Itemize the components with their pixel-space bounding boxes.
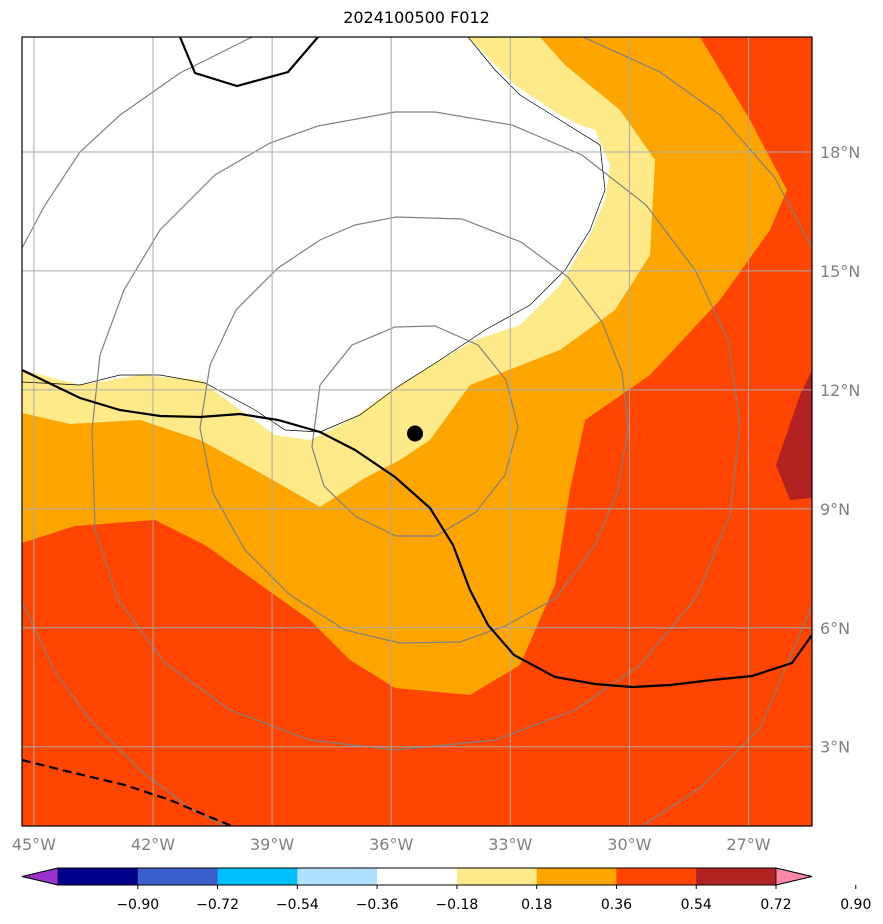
range-ring-4: [22, 37, 253, 249]
longitude-label: 27°W: [726, 835, 770, 854]
colorbar-tick-label: 0.72: [760, 897, 791, 913]
colorbar-segment: [696, 868, 777, 885]
colorbar-tick-label: −0.72: [196, 897, 239, 913]
fill-region-dark-red: [776, 370, 812, 500]
colorbar-segment: [137, 868, 219, 885]
thick-contour-top: [178, 37, 319, 88]
map-title: 2024100500 F012: [343, 8, 490, 27]
colorbar-extend-low: [21, 867, 59, 886]
colorbar-tick-label: −0.54: [276, 897, 319, 913]
thin-contour-line: [22, 37, 606, 433]
colorbar-tick-label: −0.90: [116, 897, 159, 913]
range-ring-1: [311, 325, 519, 537]
range-ring-3: [91, 111, 741, 751]
latitude-label: 9°N: [820, 500, 850, 519]
range-ring-2: [199, 216, 629, 644]
colorbar-segment: [58, 868, 139, 885]
latitude-label: 6°N: [820, 619, 850, 638]
latitude-label: 15°N: [820, 262, 860, 281]
range-ring-5: [582, 37, 812, 249]
latitude-label: 12°N: [820, 381, 860, 400]
colorbar-tick-label: −0.36: [356, 897, 399, 913]
dashed-contour: [22, 758, 233, 826]
colorbar-extend-high: [775, 867, 813, 886]
colorbar-tick-label: 0.36: [601, 897, 632, 913]
map-plot-area: [22, 37, 812, 826]
colorbar-segment: [297, 868, 378, 885]
latitude-labels: 3°N 6°N 9°N 12°N 15°N 18°N: [820, 143, 860, 757]
colorbar-segment: [217, 868, 298, 885]
colorbar: −0.90 −0.72 −0.54 −0.36 −0.18 0.18 0.36 0.54 0.7…: [21, 867, 871, 913]
colorbar-segment: [456, 868, 538, 885]
longitude-labels: 45°W 42°W 39°W 36°W 33°W 30°W 27°W: [12, 835, 771, 854]
longitude-label: 36°W: [369, 835, 413, 854]
colorbar-segment: [616, 868, 697, 885]
colorbar-tick-label: 0.90: [840, 897, 871, 913]
graticule: [22, 37, 812, 826]
latitude-label: 18°N: [820, 143, 860, 162]
longitude-label: 39°W: [250, 835, 294, 854]
longitude-label: 30°W: [607, 835, 651, 854]
colorbar-tick-label: −0.18: [435, 897, 478, 913]
longitude-label: 45°W: [12, 835, 56, 854]
latitude-label: 3°N: [820, 738, 850, 757]
colorbar-tick-label: 0.18: [521, 897, 552, 913]
range-ring-7: [641, 604, 812, 826]
colorbar-segment: [377, 868, 458, 885]
range-rings: [22, 37, 812, 826]
range-ring-6: [22, 601, 226, 826]
longitude-label: 42°W: [131, 835, 175, 854]
storm-center-marker: [407, 425, 424, 442]
thick-contour-main: [22, 369, 812, 689]
map-frame: [21, 36, 813, 827]
colorbar-segment: [536, 868, 617, 885]
colorbar-outline: [21, 867, 813, 886]
colorbar-tick-label: 0.54: [681, 897, 712, 913]
longitude-label: 33°W: [488, 835, 532, 854]
fill-region-white: [22, 37, 610, 440]
